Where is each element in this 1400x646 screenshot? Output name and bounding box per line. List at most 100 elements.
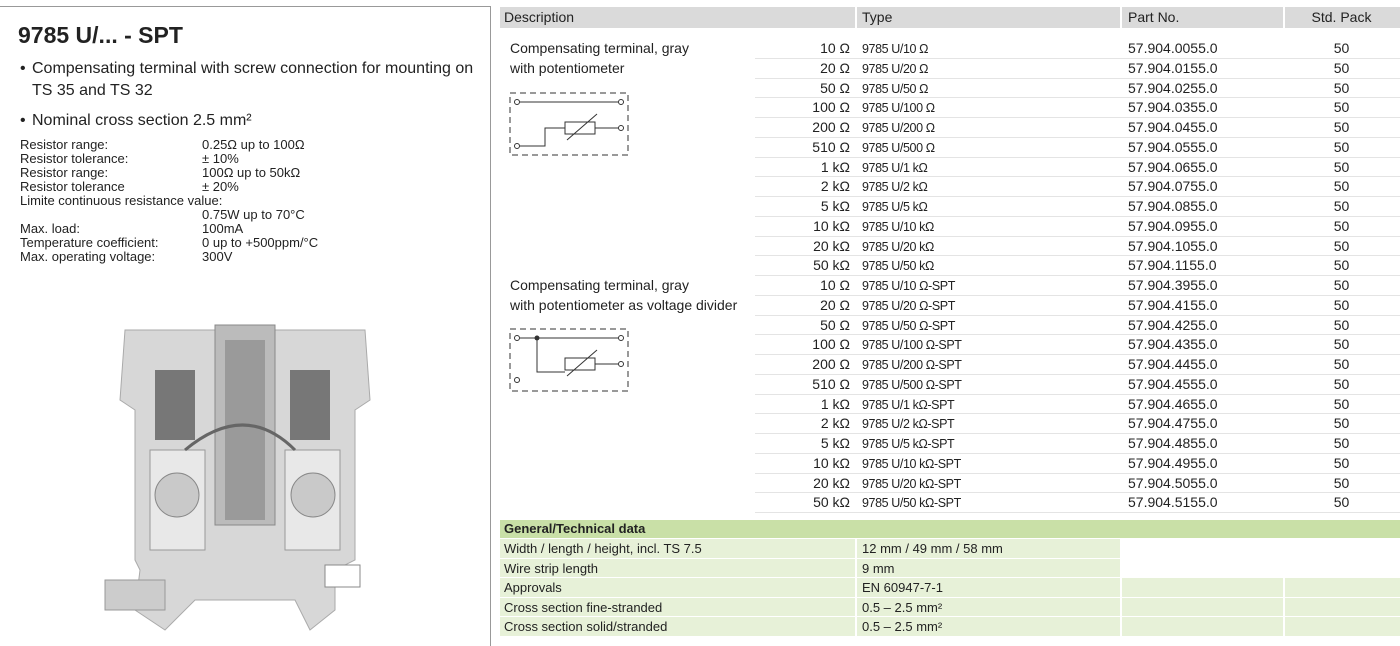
header-sep	[1120, 7, 1122, 28]
resistance: 100 Ω	[812, 336, 850, 353]
std-pack: 50	[1333, 79, 1350, 96]
std-pack: 50	[1333, 474, 1350, 491]
tech-label: Wire strip length	[504, 560, 598, 576]
part-no: 57.904.5155.0	[1128, 494, 1218, 511]
row-line	[755, 512, 1400, 513]
column-header: Std. Pack	[1311, 9, 1372, 25]
resistance: 510 Ω	[812, 138, 850, 155]
type: 9785 U/50 Ω-SPT	[862, 318, 955, 333]
description: Compensating terminal, gray	[510, 40, 689, 56]
type: 9785 U/50 kΩ-SPT	[862, 496, 961, 511]
part-no: 57.904.1055.0	[1128, 237, 1218, 254]
spec-value: 300V	[202, 249, 233, 264]
row-line	[755, 156, 1400, 158]
product-photo	[95, 310, 395, 640]
tech-sep	[1283, 578, 1285, 597]
part-no: 57.904.4455.0	[1128, 356, 1218, 372]
circuit-diagram	[509, 328, 629, 392]
tech-sep	[1120, 617, 1122, 636]
feature: Nominal cross section 2.5 mm²	[32, 112, 252, 129]
part-no: 57.904.4155.0	[1128, 296, 1218, 313]
feature: Compensating terminal with screw connect…	[32, 60, 474, 99]
std-pack: 50	[1333, 395, 1350, 412]
type: 9785 U/100 Ω	[862, 101, 935, 116]
type: 9785 U/10 Ω	[862, 42, 929, 56]
spec-value: 0 up to +500ppm/°C	[202, 235, 319, 250]
part-no: 57.904.4255.0	[1128, 316, 1218, 333]
type: 9785 U/500 Ω	[862, 140, 935, 155]
description: Compensating terminal, gray	[510, 277, 689, 293]
resistance: 50 kΩ	[813, 494, 850, 511]
tech-row-bg	[500, 539, 1120, 558]
header-bg	[500, 7, 1400, 28]
resistance: 2 kΩ	[820, 178, 850, 195]
bullet: •	[20, 60, 26, 77]
resistance: 5 kΩ	[820, 435, 850, 451]
part-no: 57.904.1155.0	[1128, 257, 1217, 274]
resistance: 50 Ω	[820, 316, 850, 333]
spec-label: Max. operating voltage:	[20, 249, 156, 264]
std-pack: 50	[1333, 217, 1350, 234]
std-pack: 50	[1333, 99, 1350, 116]
type: 9785 U/1 kΩ-SPT	[862, 397, 955, 412]
row-line	[755, 373, 1400, 375]
part-no: 57.904.0055.0	[1128, 40, 1218, 56]
tech-sep	[855, 578, 857, 597]
part-no: 57.904.0955.0	[1128, 217, 1218, 234]
row-line	[755, 196, 1400, 197]
resistance: 50 kΩ	[813, 257, 850, 274]
tech-row-bg	[500, 597, 1400, 616]
spec-value: 100mA	[202, 221, 244, 236]
std-pack: 50	[1333, 277, 1350, 293]
type: 9785 U/2 kΩ-SPT	[862, 417, 955, 432]
part-no: 57.904.0655.0	[1128, 158, 1218, 175]
type: 9785 U/500 Ω-SPT	[862, 377, 962, 392]
std-pack: 50	[1333, 454, 1350, 471]
header-sep	[855, 7, 857, 28]
row-line	[755, 275, 1400, 276]
row-line	[755, 354, 1400, 355]
resistance: 20 kΩ	[813, 237, 850, 254]
part-no: 57.904.5055.0	[1128, 474, 1218, 491]
resistance: 10 Ω	[820, 277, 850, 293]
tech-value: 12 mm / 49 mm / 58 mm	[862, 541, 1003, 556]
type: 9785 U/20 kΩ	[862, 239, 934, 254]
row-line	[755, 215, 1400, 217]
bullet: •	[20, 112, 26, 129]
spec-value: 0.75W up to 70°C	[202, 207, 305, 222]
tech-sep	[855, 597, 857, 616]
column-header: Part No.	[1128, 9, 1180, 25]
tech-sep	[855, 617, 857, 636]
part-no: 57.904.0855.0	[1128, 198, 1218, 214]
tech-label: Approvals	[504, 580, 562, 595]
row-line	[755, 57, 1400, 59]
resistance: 50 Ω	[820, 79, 850, 96]
resistance: 1 kΩ	[820, 395, 850, 412]
std-pack: 50	[1333, 40, 1350, 56]
tech-value: 0.5 – 2.5 mm²	[862, 599, 943, 615]
row-line	[755, 413, 1400, 415]
header-sep	[1283, 7, 1285, 28]
type: 9785 U/200 Ω-SPT	[862, 358, 962, 372]
row-line	[755, 452, 1400, 454]
tech-sep	[1283, 617, 1285, 636]
resistance: 20 Ω	[820, 59, 850, 76]
row-line	[755, 117, 1400, 118]
part-no: 57.904.4855.0	[1128, 435, 1218, 451]
resistance: 200 Ω	[812, 119, 850, 135]
type: 9785 U/50 kΩ	[862, 259, 934, 274]
type: 9785 U/50 Ω	[862, 81, 929, 96]
type: 9785 U/20 Ω	[862, 61, 929, 76]
rule	[490, 6, 491, 646]
description: with potentiometer	[510, 59, 625, 76]
part-no: 57.904.0455.0	[1128, 119, 1218, 135]
part-no: 57.904.0755.0	[1128, 178, 1218, 195]
row-line	[755, 97, 1400, 99]
part-no: 57.904.4555.0	[1128, 375, 1218, 392]
part-no: 57.904.0155.0	[1128, 59, 1218, 76]
std-pack: 50	[1333, 415, 1350, 432]
part-no: 57.904.0355.0	[1128, 99, 1218, 116]
row-line	[755, 314, 1400, 316]
spec-label: Temperature coefficient:	[20, 235, 159, 250]
row-line	[755, 255, 1400, 257]
